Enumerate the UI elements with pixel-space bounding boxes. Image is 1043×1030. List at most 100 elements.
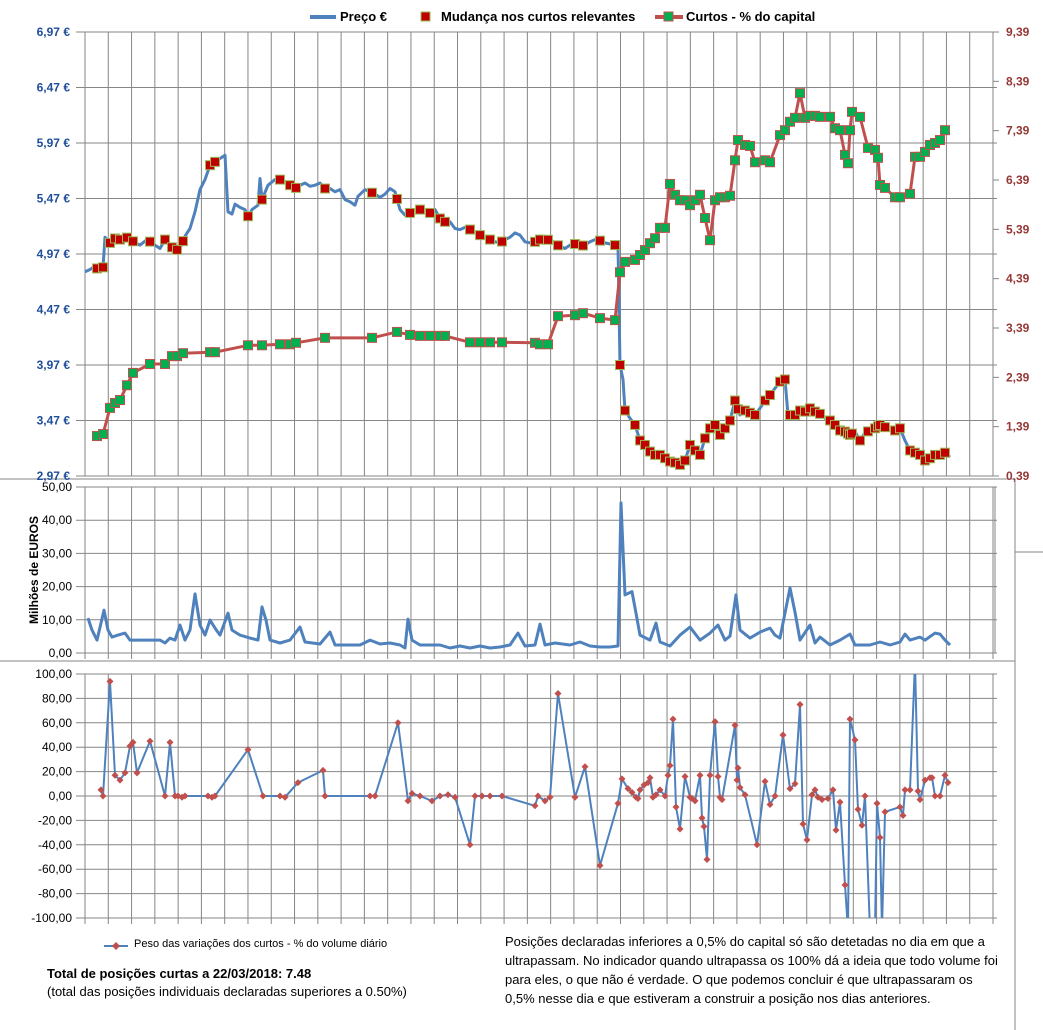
weight-marker xyxy=(718,796,726,804)
weight-marker xyxy=(691,797,699,805)
weight-marker xyxy=(766,801,774,809)
weight-marker xyxy=(854,805,862,813)
legend-price-label: Preço € xyxy=(340,9,387,24)
volume-line xyxy=(86,501,952,650)
weight-marker xyxy=(471,792,479,800)
tick-label: 20,00 xyxy=(42,765,72,779)
weight-marker xyxy=(741,791,749,799)
weight-marker xyxy=(161,792,169,800)
weight-marker xyxy=(664,771,672,779)
shorts-marker xyxy=(425,330,435,341)
weight-marker xyxy=(319,766,327,774)
weight-marker xyxy=(498,792,506,800)
weight-marker xyxy=(811,786,819,794)
weight-marker xyxy=(404,797,412,805)
weight-marker xyxy=(899,812,907,820)
weight-marker xyxy=(928,774,936,782)
weight-marker xyxy=(846,715,854,723)
summary-title: Total de posições curtas a 22/03/2018: 7… xyxy=(47,966,312,981)
weight-marker xyxy=(596,862,604,870)
shorts-marker xyxy=(620,256,630,267)
change-marker xyxy=(543,234,553,245)
weight-marker xyxy=(451,793,459,801)
tick-label: 50,00 xyxy=(42,480,72,494)
tick-label: 0,00 xyxy=(49,789,73,803)
weight-marker xyxy=(698,814,706,822)
tick-label: 100,00 xyxy=(35,667,72,681)
right-tick-label: 7,39 xyxy=(1006,124,1030,138)
change-marker xyxy=(291,182,301,193)
shorts-marker xyxy=(595,313,605,324)
shorts-marker xyxy=(695,189,705,200)
change-marker xyxy=(320,183,330,194)
weight-marker xyxy=(851,736,859,744)
shorts-marker xyxy=(855,111,865,122)
weight-marker xyxy=(832,826,840,834)
weight-marker xyxy=(841,881,849,889)
weight-marker xyxy=(394,719,402,727)
weight-marker xyxy=(466,841,474,849)
tick-label: -40,00 xyxy=(38,838,72,852)
shorts-marker xyxy=(935,135,945,146)
legend-shorts-line-icon xyxy=(655,11,683,22)
tick-label: 3,47 € xyxy=(37,414,71,428)
change-marker xyxy=(98,262,108,273)
change-marker xyxy=(620,405,630,416)
weight-marker xyxy=(669,715,677,723)
weight-marker xyxy=(554,690,562,698)
change-marker xyxy=(578,240,588,251)
tick-label: 40,00 xyxy=(42,740,72,754)
weight-marker xyxy=(133,769,141,777)
shorts-marker xyxy=(725,190,735,201)
legend-change-marker-icon xyxy=(420,11,431,22)
weight-marker xyxy=(734,764,742,772)
change-marker xyxy=(128,236,138,247)
weight-marker xyxy=(836,798,844,806)
right-tick-label: 1,39 xyxy=(1006,420,1030,434)
change-marker xyxy=(275,174,285,185)
tick-label: 30,00 xyxy=(42,546,72,560)
change-marker xyxy=(475,230,485,241)
shorts-marker xyxy=(845,125,855,136)
change-marker xyxy=(847,428,857,439)
gridlines xyxy=(76,31,999,924)
series-marks xyxy=(84,88,952,918)
tick-label: 6,97 € xyxy=(37,25,71,39)
change-marker xyxy=(940,447,950,458)
shorts-marker xyxy=(610,315,620,326)
volume-axis-label: Milhões de EUROS xyxy=(27,516,41,624)
right-tick-label: 8,39 xyxy=(1006,74,1030,88)
shorts-marker xyxy=(243,340,253,351)
shorts-marker xyxy=(485,337,495,348)
weight-marker xyxy=(408,790,416,798)
shorts-marker xyxy=(475,337,485,348)
change-marker xyxy=(553,240,563,251)
weight-marker xyxy=(916,796,924,804)
shorts-marker xyxy=(705,235,715,246)
tick-label: 5,97 € xyxy=(37,136,71,150)
change-marker xyxy=(765,389,775,400)
tick-label: 3,97 € xyxy=(37,358,71,372)
weight-marker xyxy=(371,792,379,800)
change-marker xyxy=(485,234,495,245)
change-marker xyxy=(880,422,890,433)
shorts-marker xyxy=(895,192,905,203)
weight-marker xyxy=(531,802,539,810)
weight-marker xyxy=(906,786,914,794)
shorts-marker xyxy=(115,395,125,406)
change-marker xyxy=(415,204,425,215)
weight-marker xyxy=(914,787,922,795)
weight-marker xyxy=(276,792,284,800)
legend-weight-label: Peso das variações dos curtos - % do vol… xyxy=(134,938,388,950)
weight-marker xyxy=(478,792,486,800)
change-marker xyxy=(243,211,253,222)
weight-marker xyxy=(873,799,881,807)
weight-marker xyxy=(541,797,549,805)
legend-shorts-label: Curtos - % do capital xyxy=(686,9,816,24)
shorts-marker xyxy=(178,348,188,359)
change-marker xyxy=(160,234,170,245)
change-marker xyxy=(392,193,402,204)
shorts-marker xyxy=(665,178,675,189)
tick-label: -20,00 xyxy=(38,813,72,827)
